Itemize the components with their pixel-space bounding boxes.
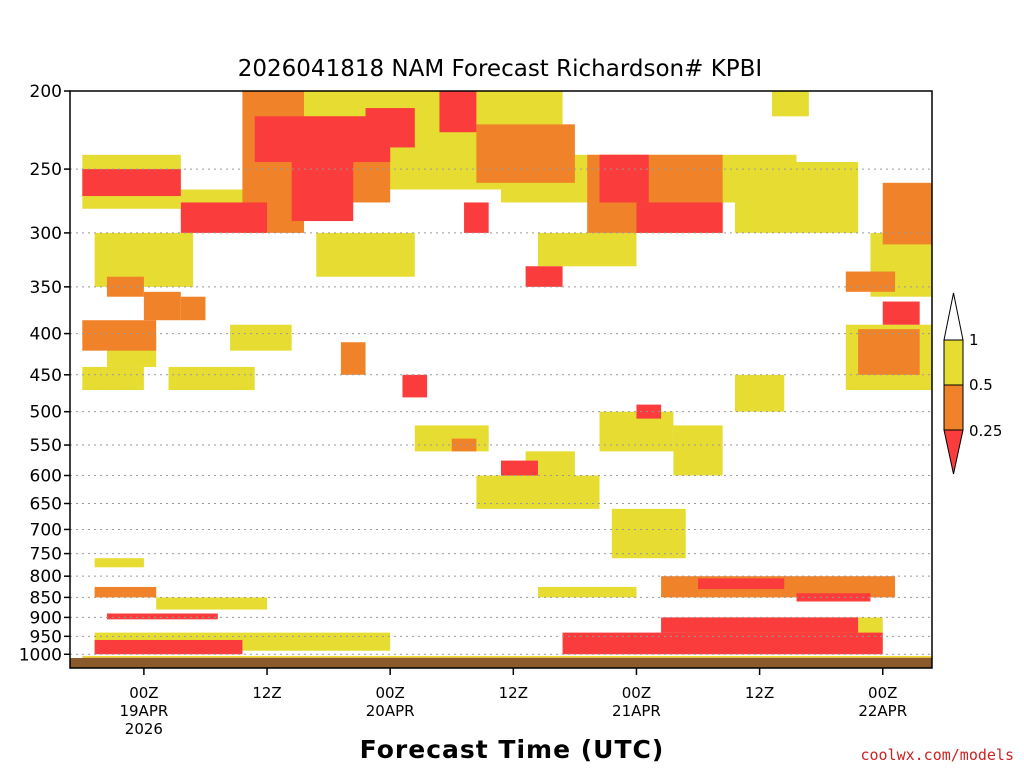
x-tick-label: 12Z — [499, 684, 528, 702]
ri-region-lt0.25 — [636, 202, 723, 233]
x-tick-label: 22APR — [858, 702, 907, 720]
x-tick-label: 00Z — [129, 684, 158, 702]
x-tick-label: 12Z — [252, 684, 281, 702]
ri-region-lt0.25 — [501, 460, 538, 476]
ri-region-lt0.25 — [106, 613, 218, 620]
ri-region-lt0.25 — [882, 301, 920, 325]
y-tick-label: 700 — [30, 520, 62, 540]
ri-region-0.5-1 — [611, 508, 686, 559]
ri-region-0.25-0.5 — [476, 124, 575, 183]
legend-label: 0.25 — [969, 422, 1002, 440]
ri-region-0.25-0.5 — [94, 586, 157, 598]
ri-region-0.5-1 — [537, 586, 637, 598]
plot-area — [69, 90, 933, 669]
y-tick-label: 550 — [30, 436, 62, 456]
legend-swatch-below-0.25 — [943, 429, 964, 475]
y-tick-label: 900 — [30, 608, 62, 628]
ri-region-0.5-1 — [734, 162, 859, 233]
ri-region-0.5-1 — [82, 366, 144, 391]
y-tick-label: 500 — [30, 403, 62, 423]
y-tick-label: 200 — [30, 82, 62, 102]
ri-region-lt0.25 — [180, 202, 268, 233]
legend-label: 1 — [969, 331, 979, 349]
legend-swatch-above-1 — [943, 292, 964, 341]
ri-region-0.25-0.5 — [180, 296, 206, 321]
x-tick-label: 00Z — [622, 684, 651, 702]
x-axis-label: Forecast Time (UTC) — [360, 735, 665, 764]
y-tick-label: 350 — [30, 278, 62, 298]
ri-region-0.25-0.5 — [858, 329, 920, 375]
ri-region-0.5-1 — [316, 232, 415, 277]
ri-region-lt0.25 — [525, 266, 563, 287]
ri-region-lt0.25 — [698, 578, 785, 590]
x-tick-label: 21APR — [612, 702, 661, 720]
x-tick-label: 00Z — [375, 684, 404, 702]
credit-text: coolwx.com/models — [860, 746, 1014, 764]
ri-region-lt0.25 — [661, 617, 859, 633]
ri-region-0.25-0.5 — [882, 182, 932, 245]
ri-region-0.5-1 — [168, 366, 255, 391]
ri-region-lt0.25 — [82, 169, 181, 197]
ri-region-lt0.25 — [636, 404, 662, 419]
x-tick-label: 00Z — [868, 684, 897, 702]
y-axis: 200 250 300 350 400 450 500 550 600 650 700 7508008… — [19, 82, 70, 665]
y-tick-label: 650 — [30, 495, 62, 515]
ri-region-lt0.25 — [599, 154, 649, 203]
ri-region-0.25-0.5 — [143, 291, 181, 321]
y-tick-label: 300 — [30, 224, 62, 244]
ri-region-lt0.25 — [439, 91, 477, 133]
x-tick-label: 12Z — [745, 684, 774, 702]
ri-region-0.5-1 — [82, 656, 933, 658]
ri-region-0.5-1 — [673, 425, 723, 476]
ri-region-0.25-0.5 — [451, 438, 477, 452]
legend-swatch-0.25-0.5 — [943, 384, 964, 431]
ri-region-lt0.25 — [562, 632, 883, 655]
x-tick-label: 20APR — [366, 702, 415, 720]
ri-region-0.25-0.5 — [845, 271, 896, 292]
y-tick-label: 950 — [30, 627, 62, 647]
y-tick-label: 250 — [30, 160, 62, 180]
y-tick-label: 800 — [30, 567, 62, 587]
ri-region-0.25-0.5 — [82, 320, 157, 351]
ri-region-0.25-0.5 — [340, 342, 366, 375]
chart-title: 2026041818 NAM Forecast Richardson# KPBI — [238, 56, 762, 82]
x-tick-label: 2026 — [125, 720, 163, 738]
ri-region-lt0.25 — [464, 202, 489, 233]
ri-region-0.5-1 — [156, 597, 268, 610]
ri-region-0.5-1 — [537, 232, 637, 267]
y-tick-label: 450 — [30, 366, 62, 386]
x-tick-label: 19APR — [119, 702, 168, 720]
ri-region-lt0.25 — [291, 162, 354, 222]
ri-region-lt0.25 — [94, 639, 243, 655]
ri-region-lt0.25 — [365, 108, 415, 148]
ri-region-0.5-1 — [734, 374, 785, 412]
ri-region-0.5-1 — [230, 324, 292, 351]
ri-region-0.5-1 — [771, 91, 809, 117]
ri-region-lt0.25 — [402, 374, 428, 398]
legend: 1 0.5 0.25 — [943, 292, 1002, 475]
legend-swatch-0.5-1 — [943, 339, 964, 386]
y-tick-label: 850 — [30, 588, 62, 608]
ri-region-0.5-1 — [94, 558, 144, 568]
y-tick-label: 400 — [30, 325, 62, 345]
plot-frame — [69, 90, 933, 669]
y-tick-label: 1000 — [19, 645, 62, 665]
y-tick-label: 600 — [30, 466, 62, 486]
surface-strip — [70, 658, 932, 668]
legend-label: 0.5 — [969, 376, 993, 394]
y-tick-label: 750 — [30, 545, 62, 565]
